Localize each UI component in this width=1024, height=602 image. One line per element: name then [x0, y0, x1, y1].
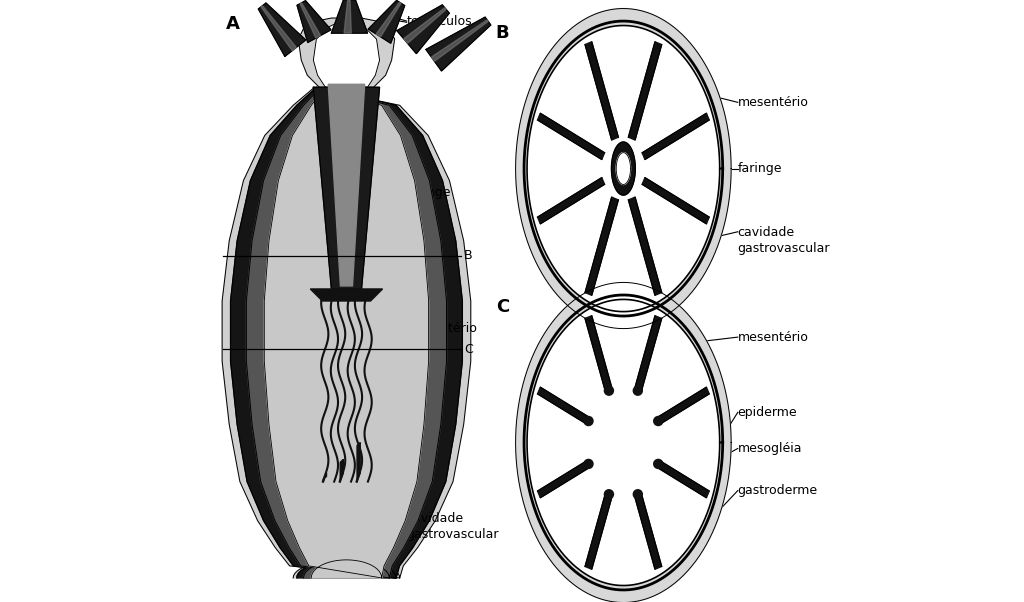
- Text: faringe: faringe: [737, 162, 782, 175]
- Text: epiderme: epiderme: [737, 406, 798, 419]
- Polygon shape: [403, 8, 446, 43]
- Text: tentáculos: tentáculos: [407, 14, 472, 28]
- Polygon shape: [297, 1, 331, 43]
- Polygon shape: [431, 20, 488, 61]
- Text: B: B: [464, 249, 472, 262]
- Polygon shape: [538, 113, 604, 160]
- Polygon shape: [222, 87, 471, 578]
- Polygon shape: [585, 197, 618, 296]
- Polygon shape: [344, 0, 351, 33]
- Ellipse shape: [604, 490, 613, 499]
- Polygon shape: [261, 6, 296, 51]
- Ellipse shape: [584, 417, 593, 426]
- Ellipse shape: [584, 459, 593, 468]
- Polygon shape: [656, 461, 710, 498]
- Ellipse shape: [604, 386, 613, 395]
- Polygon shape: [247, 87, 446, 578]
- Polygon shape: [426, 17, 490, 71]
- Polygon shape: [527, 299, 720, 586]
- Text: mesogléia: mesogléia: [737, 442, 802, 455]
- Polygon shape: [642, 113, 710, 160]
- Polygon shape: [611, 142, 635, 195]
- Polygon shape: [329, 84, 365, 286]
- Polygon shape: [656, 387, 710, 424]
- Polygon shape: [397, 5, 450, 54]
- Polygon shape: [629, 42, 662, 140]
- Polygon shape: [635, 493, 662, 569]
- Text: C: C: [496, 298, 509, 316]
- Polygon shape: [629, 197, 662, 296]
- Polygon shape: [585, 42, 618, 140]
- Polygon shape: [313, 87, 380, 289]
- Polygon shape: [376, 2, 401, 37]
- Ellipse shape: [633, 490, 642, 499]
- Polygon shape: [313, 21, 380, 87]
- Text: mesentério: mesentério: [407, 321, 477, 335]
- Text: mesentério: mesentério: [737, 330, 809, 344]
- Polygon shape: [516, 282, 731, 602]
- Polygon shape: [332, 0, 368, 33]
- Ellipse shape: [633, 386, 642, 395]
- Ellipse shape: [653, 459, 663, 468]
- Polygon shape: [230, 87, 462, 578]
- Polygon shape: [258, 3, 306, 57]
- Polygon shape: [298, 18, 394, 87]
- Polygon shape: [642, 178, 710, 224]
- Polygon shape: [635, 315, 662, 392]
- Text: A: A: [226, 15, 240, 33]
- Polygon shape: [516, 8, 731, 329]
- Polygon shape: [538, 461, 590, 498]
- Polygon shape: [585, 493, 612, 569]
- Text: cavidade
gastrovascular: cavidade gastrovascular: [407, 512, 499, 541]
- Text: C: C: [464, 343, 473, 356]
- Polygon shape: [310, 289, 383, 301]
- Polygon shape: [300, 3, 321, 38]
- Text: faringe: faringe: [407, 186, 452, 199]
- Polygon shape: [527, 25, 720, 312]
- Text: B: B: [496, 24, 509, 42]
- Polygon shape: [369, 1, 404, 43]
- Text: mesentério: mesentério: [737, 96, 809, 109]
- Polygon shape: [538, 387, 590, 424]
- Polygon shape: [585, 315, 612, 392]
- Ellipse shape: [653, 417, 663, 426]
- Polygon shape: [616, 153, 631, 184]
- Polygon shape: [538, 178, 604, 224]
- Text: gastroderme: gastroderme: [737, 484, 818, 497]
- Text: cavidade
gastrovascular: cavidade gastrovascular: [737, 226, 830, 255]
- Polygon shape: [264, 87, 429, 578]
